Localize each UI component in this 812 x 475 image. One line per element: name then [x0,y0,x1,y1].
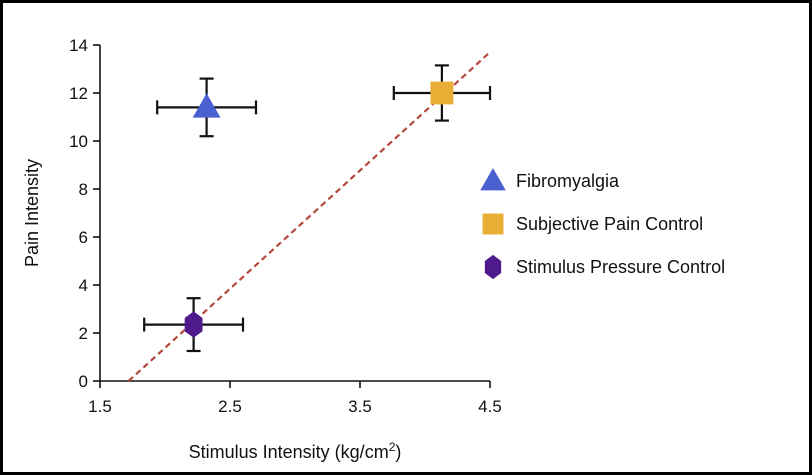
data-point-marker [430,81,454,105]
legend-label: Stimulus Pressure Control [516,257,725,277]
legend-label: Subjective Pain Control [516,214,703,234]
legend-marker [480,168,506,191]
legend-marker [484,254,502,280]
data-point-marker [192,93,221,118]
y-tick-label: 8 [79,180,88,199]
legend-label: Fibromyalgia [516,171,620,191]
legend-item: Subjective Pain Control [482,213,703,235]
x-tick-label: 4.5 [478,397,502,416]
axes-group [99,45,490,382]
data-point-group [143,297,245,353]
y-tick-label: 4 [79,276,88,295]
y-tick-label: 0 [79,372,88,391]
legend-item: Fibromyalgia [480,168,620,191]
x-tick-label: 1.5 [88,397,112,416]
x-axis-title-superscript: 2 [389,440,396,454]
legend: Fibromyalgia Subjective Pain Control Stimu… [480,168,725,280]
y-tick-label: 6 [79,228,88,247]
y-tick-label: 14 [69,36,88,55]
data-point-group [156,77,258,138]
y-tick-label: 2 [79,324,88,343]
y-axis-title: Pain Intensity [22,159,42,267]
y-tick-label: 10 [69,132,88,151]
x-axis-title-main: Stimulus Intensity (kg/cm [189,442,389,462]
x-axis-title: Stimulus Intensity (kg/cm2) [189,440,402,462]
x-tick-label: 2.5 [218,397,242,416]
x-axis-title-suffix: ) [395,442,401,462]
ticks-group: 0 2 4 6 8 10 12 14 1.5 2.5 3.5 4.5 [69,36,502,416]
x-tick-label: 3.5 [348,397,372,416]
legend-marker [482,213,504,235]
data-point-marker [184,311,203,338]
legend-item: Stimulus Pressure Control [484,254,725,280]
y-tick-label: 12 [69,84,88,103]
data-points-group [143,64,492,353]
data-point-group [392,64,492,122]
